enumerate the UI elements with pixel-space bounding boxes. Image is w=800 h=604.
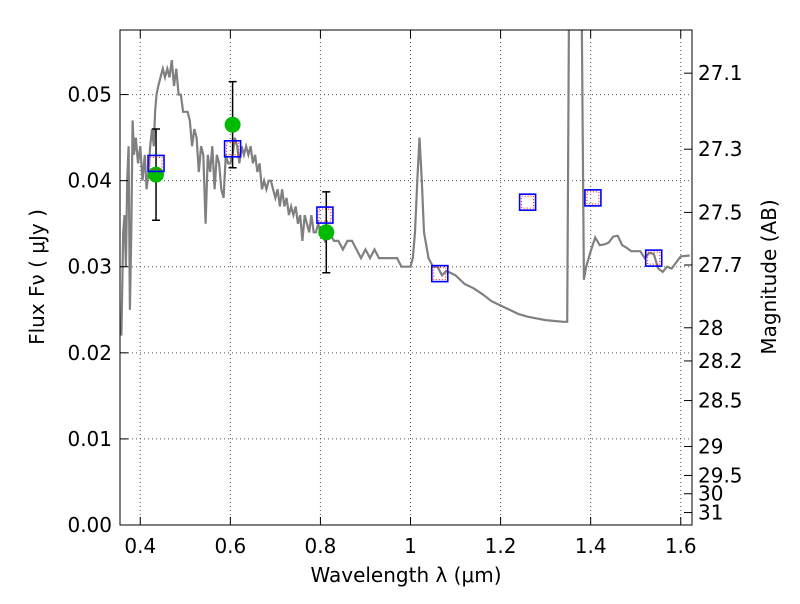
model-point-box [518, 193, 537, 211]
y-axis-label: Flux Fν ( μJy ) [25, 209, 49, 345]
x-tick-label: 0.6 [214, 534, 246, 558]
grid [120, 30, 692, 525]
y2-axis-label: Magnitude (AB) [757, 199, 781, 354]
x-tick-label: 0.4 [124, 534, 156, 558]
y-tick-label: 0.04 [67, 169, 112, 193]
x-ticks: 0.4 0.6 0.8 1 1.2 1.4 1.6 [124, 30, 697, 558]
y2-tick-label: 28 [698, 316, 723, 340]
model-points [147, 140, 663, 283]
y-tick-label: 0.02 [67, 341, 112, 365]
y-tick-label: 0.01 [67, 427, 112, 451]
observed-point [318, 224, 335, 241]
model-point-inner [647, 251, 661, 265]
y-ticks: 0.00 0.01 0.02 0.03 0.04 0.05 [67, 83, 128, 537]
model-point-inner [521, 195, 535, 209]
x-tick-label: 1 [404, 534, 417, 558]
y2-tick-label: 28.5 [698, 389, 743, 413]
x-tick-label: 1.2 [485, 534, 517, 558]
y2-tick-label: 31 [698, 501, 723, 525]
y2-tick-label: 28.2 [698, 349, 743, 373]
y-tick-label: 0.00 [67, 513, 112, 537]
observed-points [148, 116, 335, 241]
observed-point [224, 116, 241, 133]
model-point-box [584, 189, 602, 207]
model-point-inner [318, 208, 332, 222]
x-tick-label: 1.4 [575, 534, 607, 558]
x-tick-label: 0.8 [305, 534, 337, 558]
sed-spectrum-line [120, 30, 690, 336]
model-point-box [644, 249, 663, 267]
x-tick-label: 1.6 [665, 534, 697, 558]
y2-tick-label: 27.7 [698, 253, 743, 277]
y2-tick-label: 29 [698, 434, 723, 458]
model-point-box [147, 154, 165, 173]
model-point-inner [433, 267, 447, 281]
y-tick-label: 0.03 [67, 255, 112, 279]
model-point-inner [586, 191, 600, 205]
x-axis-label: Wavelength λ (μm) [310, 563, 501, 587]
y-tick-label: 0.05 [67, 83, 112, 107]
y2-tick-label: 27.1 [698, 61, 743, 85]
y2-tick-label: 27.3 [698, 137, 743, 161]
y2-tick-label: 27.5 [698, 200, 743, 224]
sed-layer [120, 30, 690, 336]
model-point-inner [226, 142, 240, 156]
y2-tick-label: 30 [698, 482, 723, 506]
plot-frame [119, 29, 693, 526]
model-point-box [316, 206, 334, 224]
model-point-box [223, 140, 242, 158]
observed-point [148, 166, 165, 183]
model-point-inner [149, 156, 163, 170]
y2-tick-label: 29.5 [698, 463, 743, 487]
model-point-box [430, 264, 449, 283]
